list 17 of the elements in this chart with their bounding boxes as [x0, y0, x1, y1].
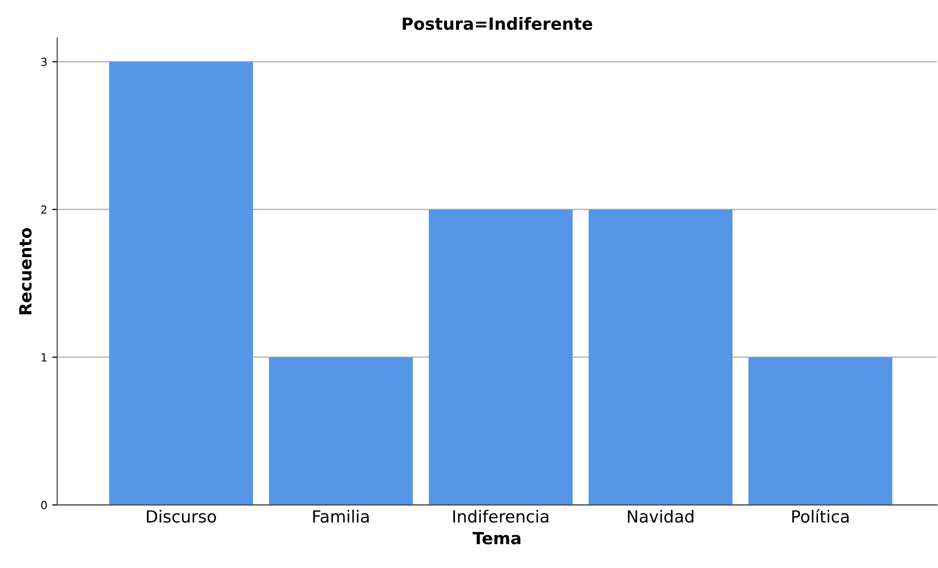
- y-tick-label: 1: [42, 353, 46, 362]
- x-tick-label: Discurso: [146, 510, 216, 523]
- bar: [268, 357, 413, 505]
- y-axis-title: Recuento: [19, 228, 32, 314]
- y-tick-label: 2: [41, 205, 46, 214]
- bar: [428, 209, 573, 505]
- x-tick-label: Navidad: [628, 510, 694, 523]
- y-tick-label: 0: [41, 500, 47, 510]
- x-axis-title: Tema: [472, 532, 520, 544]
- bar: [748, 357, 892, 505]
- x-tick-label: Indiferencia: [453, 510, 548, 523]
- bar: [109, 62, 254, 505]
- y-tick-label: 3: [41, 58, 47, 66]
- x-tick-label: Política: [792, 509, 849, 523]
- chart-title: Postura=Indiferente: [402, 17, 592, 30]
- x-tick-label: Familia: [313, 510, 369, 523]
- bar: [588, 209, 732, 505]
